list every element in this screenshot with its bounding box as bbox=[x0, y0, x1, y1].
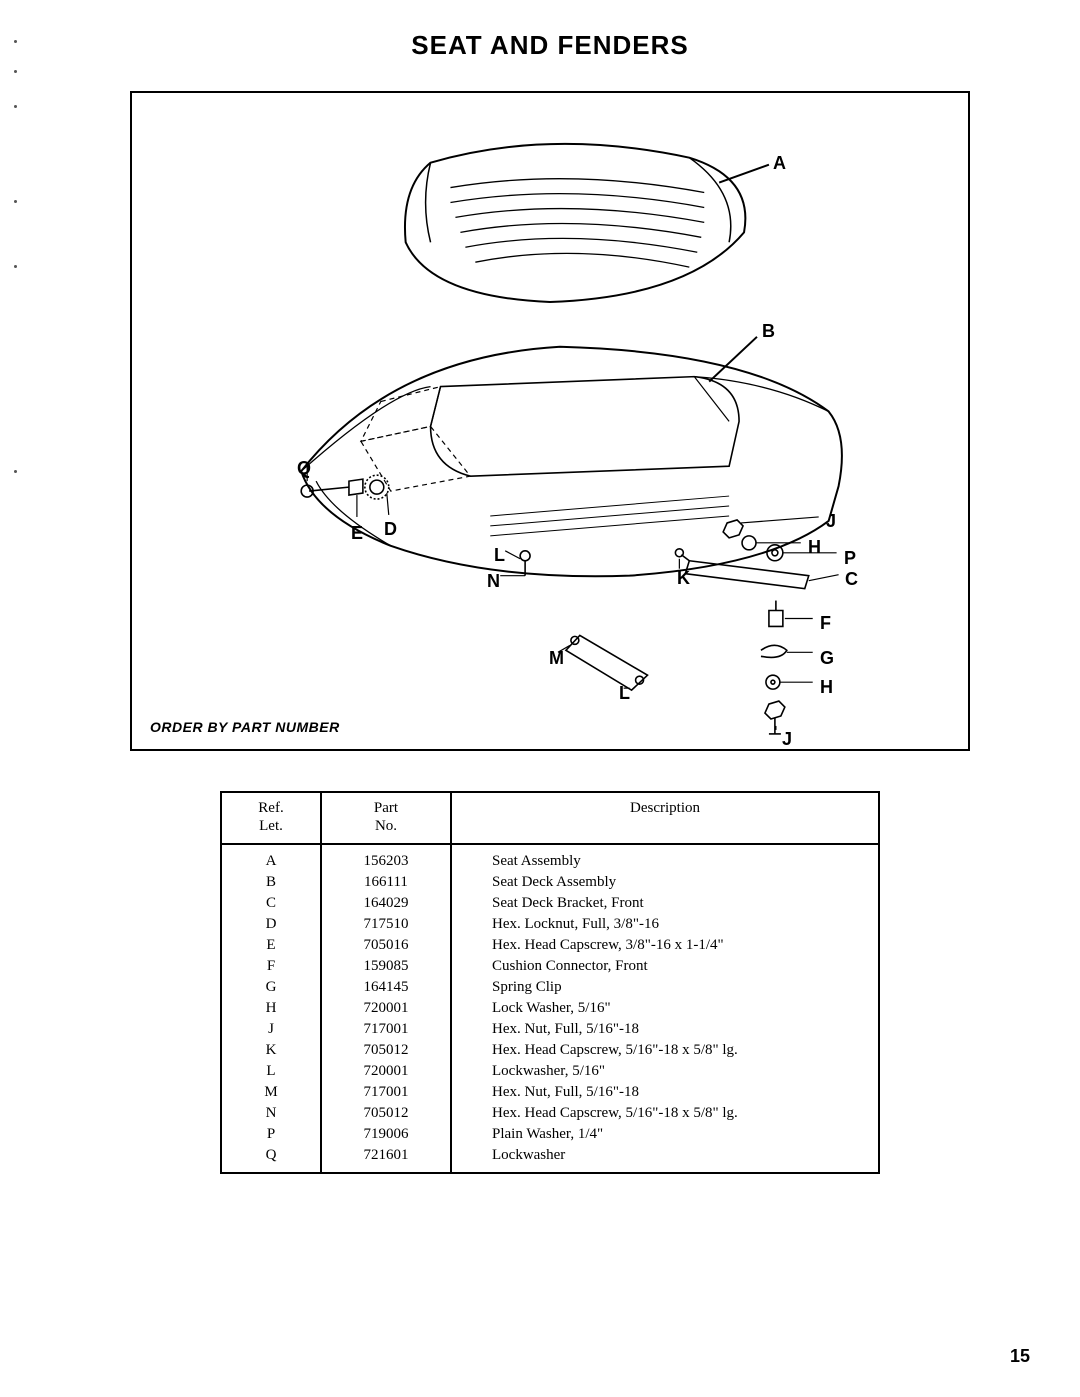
callout-J-upper: J bbox=[826, 511, 836, 532]
cell-desc: Spring Clip bbox=[451, 977, 879, 998]
cell-ref: E bbox=[221, 935, 321, 956]
col-header-part: PartNo. bbox=[321, 792, 451, 844]
cell-ref: L bbox=[221, 1061, 321, 1082]
col-header-ref-text: Ref.Let. bbox=[258, 800, 283, 834]
callout-A: A bbox=[773, 153, 786, 174]
cell-part: 159085 bbox=[321, 956, 451, 977]
table-row: P719006Plain Washer, 1/4" bbox=[221, 1124, 879, 1145]
table-row: K705012Hex. Head Capscrew, 5/16"-18 x 5/… bbox=[221, 1040, 879, 1061]
cell-part: 164029 bbox=[321, 893, 451, 914]
callout-E: E bbox=[351, 523, 363, 544]
callout-C: C bbox=[845, 569, 858, 590]
cell-ref: D bbox=[221, 914, 321, 935]
table-row: E705016Hex. Head Capscrew, 3/8"-16 x 1-1… bbox=[221, 935, 879, 956]
cell-ref: Q bbox=[221, 1145, 321, 1173]
callout-D: D bbox=[384, 519, 397, 540]
col-header-desc-text: Description bbox=[630, 800, 700, 816]
cell-desc: Hex. Nut, Full, 5/16"-18 bbox=[451, 1082, 879, 1103]
order-by-part-number-note: ORDER BY PART NUMBER bbox=[150, 719, 340, 735]
cell-ref: K bbox=[221, 1040, 321, 1061]
cell-desc: Hex. Head Capscrew, 5/16"-18 x 5/8" lg. bbox=[451, 1103, 879, 1124]
col-header-desc: Description bbox=[451, 792, 879, 844]
cell-part: 166111 bbox=[321, 872, 451, 893]
cell-desc: Lockwasher, 5/16" bbox=[451, 1061, 879, 1082]
callout-Q: Q bbox=[297, 458, 311, 479]
table-row: M717001Hex. Nut, Full, 5/16"-18 bbox=[221, 1082, 879, 1103]
table-row: B166111Seat Deck Assembly bbox=[221, 872, 879, 893]
scan-artifact bbox=[14, 265, 17, 268]
cell-ref: N bbox=[221, 1103, 321, 1124]
parts-table-body: A156203Seat Assembly B166111Seat Deck As… bbox=[221, 844, 879, 1173]
callout-J-lower: J bbox=[782, 729, 792, 750]
callout-H-lower: H bbox=[820, 677, 833, 698]
scan-artifact bbox=[14, 70, 17, 73]
cell-desc: Hex. Locknut, Full, 3/8"-16 bbox=[451, 914, 879, 935]
callout-L-upper: L bbox=[494, 545, 505, 566]
callout-M: M bbox=[549, 648, 564, 669]
cell-part: 156203 bbox=[321, 844, 451, 872]
cell-desc: Hex. Head Capscrew, 5/16"-18 x 5/8" lg. bbox=[451, 1040, 879, 1061]
cell-part: 720001 bbox=[321, 998, 451, 1019]
cell-desc: Seat Deck Bracket, Front bbox=[451, 893, 879, 914]
diagram-frame: A B Q E D L N J K H P C F M G H L J ORDE… bbox=[130, 91, 970, 751]
cell-part: 717001 bbox=[321, 1082, 451, 1103]
cell-desc: Cushion Connector, Front bbox=[451, 956, 879, 977]
cell-part: 717510 bbox=[321, 914, 451, 935]
page-title: SEAT AND FENDERS bbox=[60, 30, 1040, 61]
cell-desc: Hex. Head Capscrew, 3/8"-16 x 1-1/4" bbox=[451, 935, 879, 956]
parts-table: Ref.Let. PartNo. Description A156203Seat… bbox=[220, 791, 880, 1174]
table-row: H720001Lock Washer, 5/16" bbox=[221, 998, 879, 1019]
cell-part: 705012 bbox=[321, 1040, 451, 1061]
cell-desc: Seat Assembly bbox=[451, 844, 879, 872]
cell-ref: P bbox=[221, 1124, 321, 1145]
table-row: A156203Seat Assembly bbox=[221, 844, 879, 872]
scan-artifact bbox=[14, 105, 17, 108]
cell-part: 721601 bbox=[321, 1145, 451, 1173]
cell-ref: M bbox=[221, 1082, 321, 1103]
table-row: J717001Hex. Nut, Full, 5/16"-18 bbox=[221, 1019, 879, 1040]
cell-ref: A bbox=[221, 844, 321, 872]
callout-B: B bbox=[762, 321, 775, 342]
table-row: D717510Hex. Locknut, Full, 3/8"-16 bbox=[221, 914, 879, 935]
cell-part: 705012 bbox=[321, 1103, 451, 1124]
table-row: L720001Lockwasher, 5/16" bbox=[221, 1061, 879, 1082]
cell-part: 720001 bbox=[321, 1061, 451, 1082]
cell-part: 705016 bbox=[321, 935, 451, 956]
cell-desc: Lock Washer, 5/16" bbox=[451, 998, 879, 1019]
callout-G: G bbox=[820, 648, 834, 669]
scan-artifact bbox=[14, 200, 17, 203]
col-header-ref: Ref.Let. bbox=[221, 792, 321, 844]
table-row: F159085Cushion Connector, Front bbox=[221, 956, 879, 977]
cell-ref: B bbox=[221, 872, 321, 893]
cell-desc: Seat Deck Assembly bbox=[451, 872, 879, 893]
scan-artifact bbox=[14, 40, 17, 43]
cell-part: 164145 bbox=[321, 977, 451, 998]
cell-ref: G bbox=[221, 977, 321, 998]
callout-H-upper: H bbox=[808, 537, 821, 558]
cell-desc: Hex. Nut, Full, 5/16"-18 bbox=[451, 1019, 879, 1040]
cell-desc: Plain Washer, 1/4" bbox=[451, 1124, 879, 1145]
table-row: C164029Seat Deck Bracket, Front bbox=[221, 893, 879, 914]
cell-ref: F bbox=[221, 956, 321, 977]
cell-part: 719006 bbox=[321, 1124, 451, 1145]
table-row: Q721601Lockwasher bbox=[221, 1145, 879, 1173]
cell-desc: Lockwasher bbox=[451, 1145, 879, 1173]
page: SEAT AND FENDERS bbox=[0, 0, 1080, 1397]
callout-F: F bbox=[820, 613, 831, 634]
page-number: 15 bbox=[1010, 1346, 1030, 1367]
col-header-part-text: PartNo. bbox=[374, 800, 398, 834]
cell-part: 717001 bbox=[321, 1019, 451, 1040]
table-row: G164145Spring Clip bbox=[221, 977, 879, 998]
callout-P: P bbox=[844, 548, 856, 569]
callout-K: K bbox=[677, 568, 690, 589]
cell-ref: H bbox=[221, 998, 321, 1019]
callout-L-lower: L bbox=[619, 683, 630, 704]
scan-artifact bbox=[14, 470, 17, 473]
cell-ref: C bbox=[221, 893, 321, 914]
table-row: N705012Hex. Head Capscrew, 5/16"-18 x 5/… bbox=[221, 1103, 879, 1124]
cell-ref: J bbox=[221, 1019, 321, 1040]
callout-N: N bbox=[487, 571, 500, 592]
